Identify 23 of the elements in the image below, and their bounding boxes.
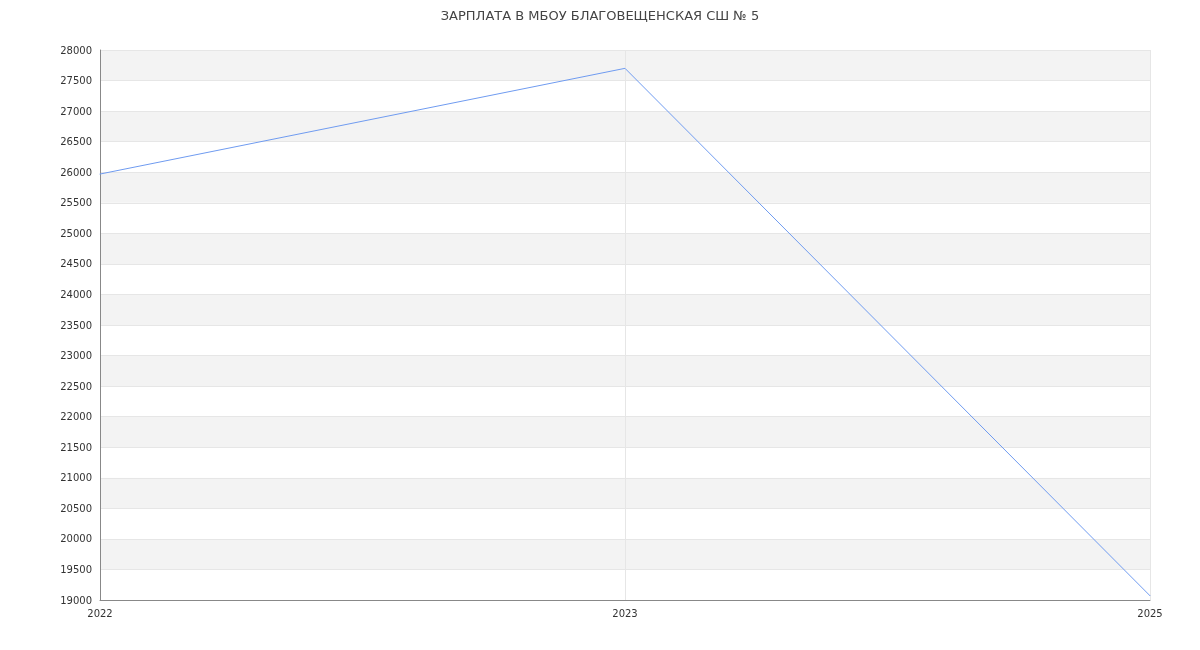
y-tick-label: 27000 xyxy=(60,105,92,117)
y-tick-label: 28000 xyxy=(60,44,92,56)
y-tick-label: 26500 xyxy=(60,136,92,148)
y-tick-label: 20000 xyxy=(60,533,92,545)
y-tick-label: 24000 xyxy=(60,288,92,300)
y-tick-label: 22000 xyxy=(60,411,92,423)
y-tick-label: 20500 xyxy=(60,502,92,514)
y-tick-label: 25500 xyxy=(60,197,92,209)
x-tick-label: 2025 xyxy=(1137,607,1163,619)
y-tick-label: 21000 xyxy=(60,472,92,484)
y-tick-label: 23000 xyxy=(60,350,92,362)
y-tick-label: 19000 xyxy=(60,594,92,606)
y-tick-label: 24500 xyxy=(60,258,92,270)
y-tick-label: 26000 xyxy=(60,166,92,178)
y-tick-label: 22500 xyxy=(60,380,92,392)
y-tick-label: 27500 xyxy=(60,75,92,87)
y-tick-label: 25000 xyxy=(60,227,92,239)
chart-title: ЗАРПЛАТА В МБОУ БЛАГОВЕЩЕНСКАЯ СШ № 5 xyxy=(440,8,760,23)
x-tick-label: 2023 xyxy=(612,607,638,619)
y-tick-label: 23500 xyxy=(60,319,92,331)
y-tick-label: 21500 xyxy=(60,441,92,453)
x-tick-label: 2022 xyxy=(87,607,113,619)
y-tick-label: 19500 xyxy=(60,563,92,575)
